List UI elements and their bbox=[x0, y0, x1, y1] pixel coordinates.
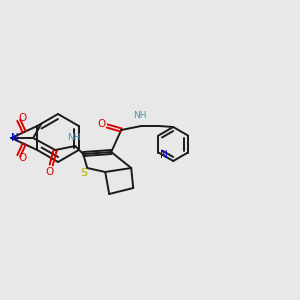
Text: O: O bbox=[19, 153, 27, 163]
Text: O: O bbox=[45, 167, 53, 177]
Text: NH: NH bbox=[134, 112, 147, 121]
Text: N: N bbox=[11, 133, 19, 143]
Text: N: N bbox=[160, 151, 167, 160]
Text: O: O bbox=[97, 119, 105, 129]
Text: NH: NH bbox=[68, 133, 81, 142]
Text: O: O bbox=[19, 113, 27, 123]
Text: S: S bbox=[81, 168, 88, 178]
